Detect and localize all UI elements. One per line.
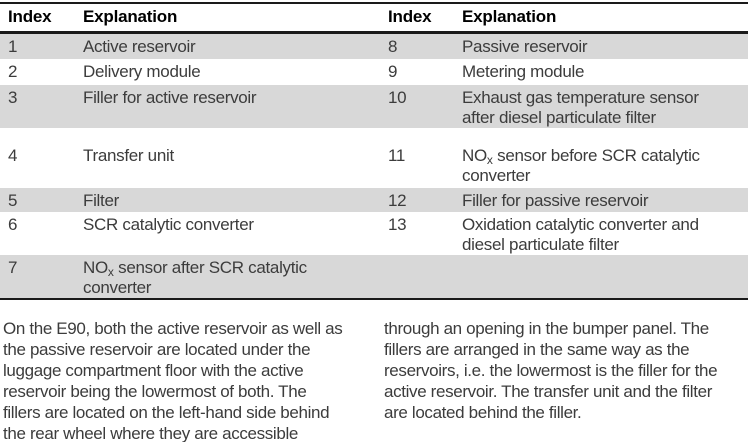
index-cell: 4 [8,145,18,165]
index-cell: 9 [388,61,398,81]
header-explanation-left: Explanation [75,3,380,34]
table-row-1-8: 1 Active reservoir 8 Passive reservoir [0,32,748,59]
header-index-left: Index [0,3,75,34]
body-column-right: through an opening in the bumper panel. … [384,318,718,422]
explanation-cell: Filler for active reservoir [75,84,380,128]
explanation-cell [454,254,748,299]
body-text: On the E90, both the active reservoir as… [0,318,754,442]
table-row-3-10: 3 Filler for active reservoir 10 Exhaust… [0,84,748,128]
nox-text-pre: NO [83,257,108,277]
explanation-cell: Delivery module [83,61,201,81]
index-cell: 8 [380,32,454,59]
header-index-right: Index [380,3,454,34]
index-cell [380,254,454,299]
index-cell: 6 [8,214,18,234]
index-cell: 2 [8,61,18,81]
nox-subscript: x [486,152,493,167]
table-row-2-9: 2 Delivery module 9 Metering module [0,59,748,85]
table-row-4-11: 4 Transfer unit 11 NOx sensor before SCR… [0,128,748,188]
table-row-5-12: 5 Filter 12 Filler for passive reservoir [0,187,748,212]
explanation-cell: Passive reservoir [454,32,748,59]
explanation-cell: Transfer unit [83,145,174,165]
table-row-7: 7 NOx sensor after SCR catalytic convert… [0,254,748,299]
nox-text-post: sensor before SCR catalytic converter [462,145,700,185]
explanation-cell: Exhaust gas temperature sensor after die… [454,84,748,128]
index-explanation-table: Index Explanation Index Explanation 1 Ac… [0,2,748,300]
index-cell: 12 [380,187,454,212]
index-cell: 3 [0,84,75,128]
explanation-cell: NOx sensor after SCR catalytic converter [75,254,380,299]
nox-text-pre: NO [462,145,487,165]
body-column-left: On the E90, both the active reservoir as… [3,318,343,442]
index-cell: 7 [0,254,75,299]
index-cell: 10 [380,84,454,128]
explanation-cell: Active reservoir [75,32,380,59]
table-header-row: Index Explanation Index Explanation [0,3,748,34]
explanation-cell: Filter [75,187,380,212]
explanation-cell: SCR catalytic converter [83,214,254,234]
explanation-cell: Filler for passive reservoir [454,187,748,212]
table-row-6-13: 6 SCR catalytic converter 13 Oxidation c… [0,212,748,255]
header-explanation-right: Explanation [454,3,748,34]
explanation-cell: NOx sensor before SCR catalytic converte… [454,128,748,188]
index-cell: 1 [0,32,75,59]
explanation-cell: Metering module [462,61,585,81]
index-cell: 13 [388,214,407,234]
nox-text-post: sensor after SCR catalytic converter [83,257,307,297]
index-cell: 5 [0,187,75,212]
index-cell: 11 [388,145,406,165]
explanation-cell: Oxidation catalytic converter and diesel… [462,214,699,254]
nox-subscript: x [107,264,114,279]
